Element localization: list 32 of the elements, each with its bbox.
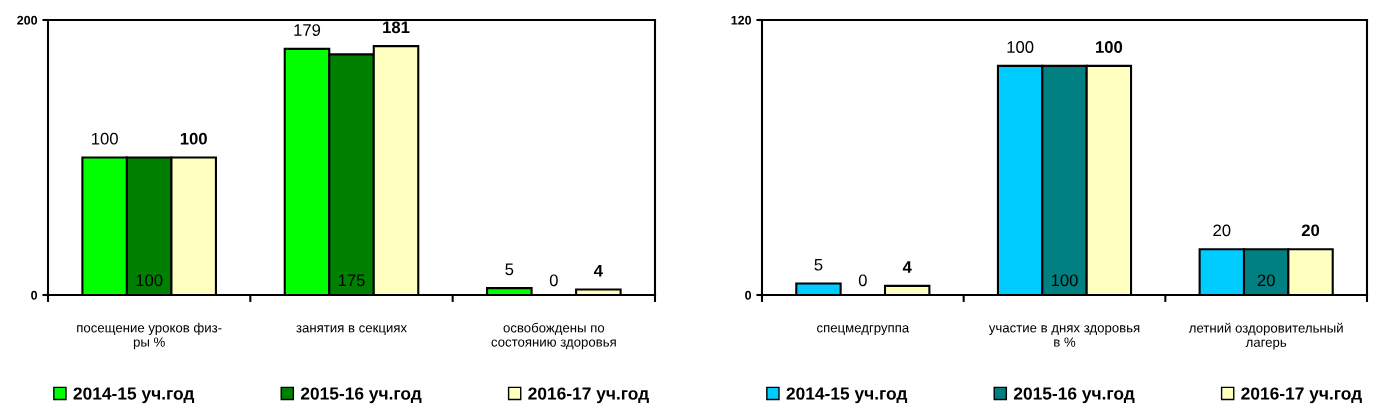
data-label: 0 <box>549 274 558 287</box>
x-tick-label: спецмедгруппа <box>817 325 910 336</box>
data-label: 100 <box>92 132 118 145</box>
y-tick-label: 120 <box>731 15 752 25</box>
data-label: 5 <box>814 258 823 271</box>
legend-label: 2016-17 уч.год <box>528 387 649 404</box>
data-label: 175 <box>338 274 365 287</box>
data-label: 20 <box>1301 224 1320 237</box>
data-label: 100 <box>1007 41 1034 53</box>
data-label: 5 <box>505 263 514 276</box>
data-label: 20 <box>1257 274 1275 287</box>
data-label: 181 <box>383 21 410 34</box>
legend-label: 2015-16 уч.год <box>300 387 422 404</box>
x-tick-label: участие в днях здоровья в % <box>988 325 1140 347</box>
data-label: 100 <box>1051 274 1078 287</box>
data-label: 20 <box>1213 224 1231 237</box>
data-label: 100 <box>180 132 207 145</box>
data-label: 100 <box>136 274 163 287</box>
data-label: 100 <box>1096 41 1123 53</box>
data-label: 4 <box>593 264 603 277</box>
x-tick-label: посещение уроков физ- ры % <box>77 322 222 350</box>
x-tick-label: летний оздоровительный лагерь <box>1188 322 1343 350</box>
legend-label: 2016-17 уч.год <box>1241 387 1362 404</box>
data-label: 0 <box>858 274 867 287</box>
legend-label: 2014-15 уч.год <box>786 387 908 404</box>
data-label: 4 <box>902 261 912 273</box>
x-tick-label: занятия в секциях <box>296 325 407 335</box>
data-label: 179 <box>294 24 321 36</box>
y-tick-label: 200 <box>17 15 38 25</box>
legend-label: 2015-16 уч.год <box>1013 387 1135 404</box>
x-tick-label: освобождены по состоянию здоровья <box>491 322 616 350</box>
legend-label: 2014-15 уч.год <box>73 387 195 404</box>
